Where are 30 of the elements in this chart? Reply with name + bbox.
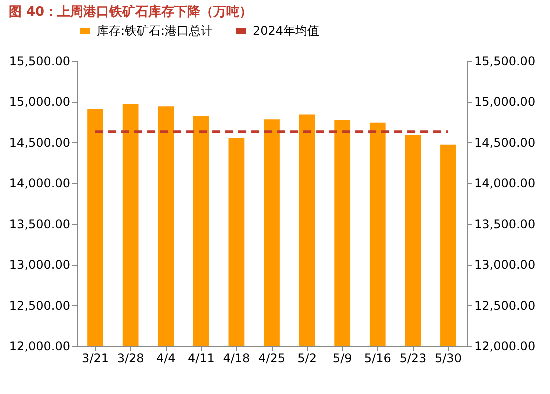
x-tick-label: 4/18 [223, 352, 250, 366]
x-tick-label: 4/4 [156, 352, 176, 366]
x-tick-label: 5/9 [332, 352, 352, 366]
x-tick-label: 4/11 [188, 352, 215, 366]
y2-tick-label: 12,500.00 [474, 298, 536, 313]
x-tick-label: 5/2 [298, 352, 317, 366]
y2-tick-label: 15,000.00 [474, 95, 536, 110]
x-tick-label: 5/23 [400, 352, 427, 366]
legend-label: 库存:铁矿石:港口总计 [97, 24, 214, 38]
y-tick-label: 15,500.00 [9, 54, 70, 68]
y-tick-label: 12,000.00 [9, 340, 70, 354]
x-tick-label: 5/16 [364, 352, 392, 366]
y-tick-label: 15,000.00 [9, 95, 70, 110]
y2-tick-label: 14,000.00 [474, 176, 536, 191]
y2-tick-label: 12,000.00 [474, 340, 536, 354]
y-tick-label: 12,500.00 [9, 298, 70, 313]
y-tick-label: 14,000.00 [9, 176, 70, 191]
y2-tick-label: 13,500.00 [474, 217, 536, 232]
chart-title: 图 40：上周港口铁矿石库存下降（万吨） [8, 4, 253, 20]
x-tick-label: 5/30 [434, 352, 462, 366]
y2-tick-label: 13,000.00 [474, 258, 536, 272]
x-tick-label: 3/28 [117, 352, 144, 366]
legend-label: 2024年均值 [253, 24, 320, 38]
x-tick-label: 4/25 [258, 352, 286, 366]
y2-tick-label: 14,500.00 [474, 136, 536, 150]
y-tick-label: 13,000.00 [9, 258, 70, 272]
y2-tick-label: 15,500.00 [474, 54, 536, 68]
y-tick-label: 13,500.00 [9, 217, 70, 232]
x-tick-label: 3/21 [82, 352, 110, 366]
y-tick-label: 14,500.00 [9, 136, 70, 150]
